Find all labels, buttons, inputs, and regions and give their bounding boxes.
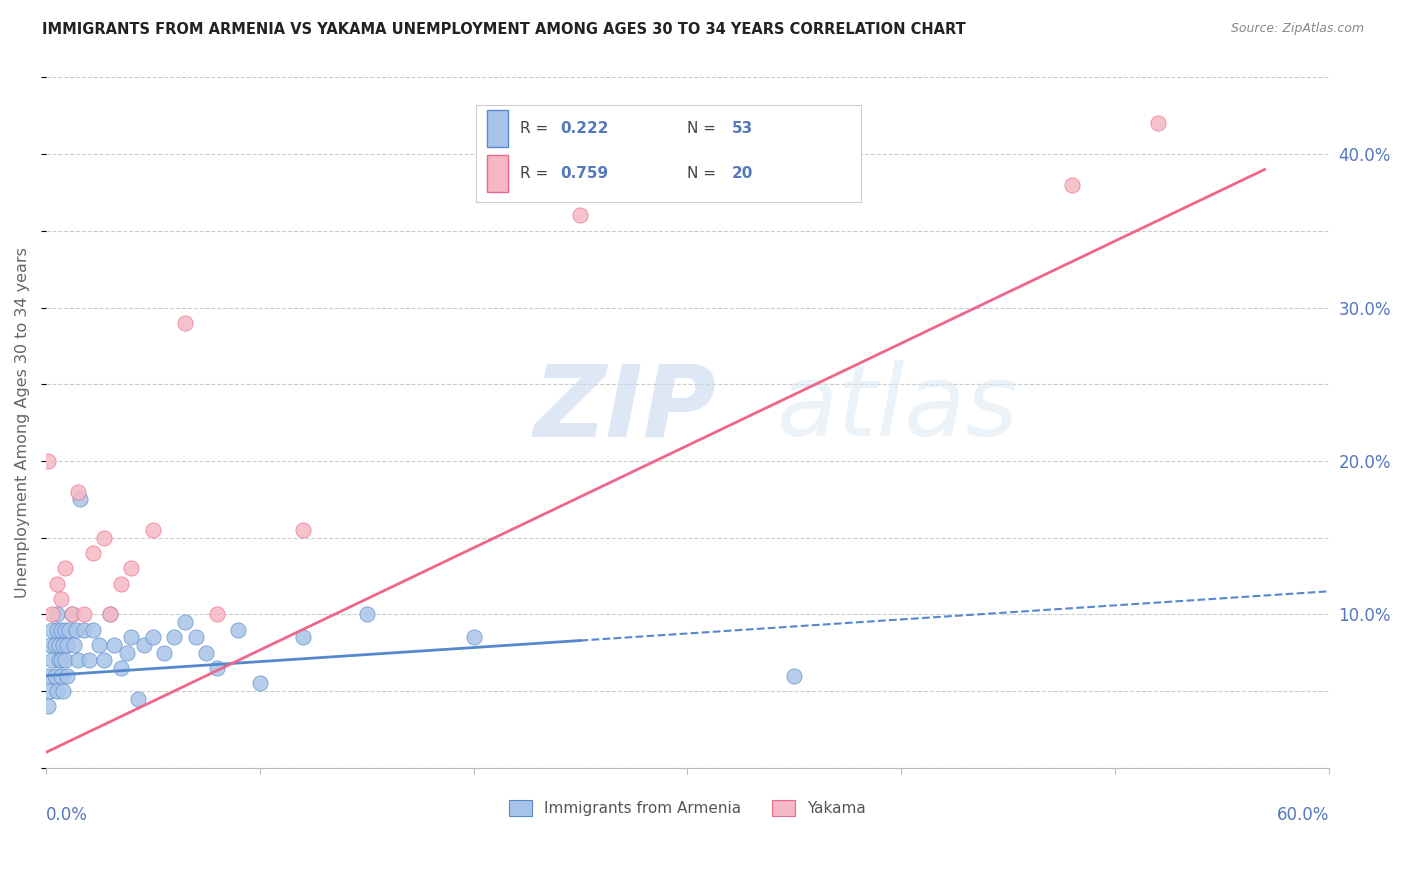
Text: atlas: atlas — [778, 360, 1019, 458]
Point — [93, 531, 115, 545]
Point — [195, 646, 218, 660]
Text: ZIP: ZIP — [533, 360, 717, 458]
Point — [121, 630, 143, 644]
Point — [39, 638, 62, 652]
Legend: Immigrants from Armenia, Yakama: Immigrants from Armenia, Yakama — [503, 794, 872, 822]
Point — [184, 630, 207, 644]
Point — [783, 668, 806, 682]
Point — [56, 638, 79, 652]
Point — [142, 630, 165, 644]
Point — [52, 638, 75, 652]
Point — [1146, 116, 1168, 130]
Point — [49, 623, 72, 637]
Point — [134, 638, 156, 652]
Point — [463, 630, 485, 644]
Point — [53, 623, 76, 637]
Point — [45, 607, 67, 622]
Point — [121, 561, 143, 575]
Point — [89, 638, 111, 652]
Point — [205, 661, 228, 675]
Point — [69, 492, 91, 507]
Point — [39, 684, 62, 698]
Point — [356, 607, 378, 622]
Point — [73, 623, 96, 637]
Point — [110, 576, 132, 591]
Point — [142, 523, 165, 537]
Point — [291, 630, 314, 644]
Point — [41, 653, 63, 667]
Point — [77, 653, 100, 667]
Point — [65, 623, 87, 637]
Point — [152, 646, 174, 660]
Point — [174, 615, 197, 629]
Point — [53, 653, 76, 667]
Point — [53, 561, 76, 575]
Point — [174, 316, 197, 330]
Point — [569, 209, 592, 223]
Point — [93, 653, 115, 667]
Point — [60, 607, 83, 622]
Point — [48, 653, 70, 667]
Point — [37, 699, 59, 714]
Point — [103, 638, 125, 652]
Point — [1062, 178, 1084, 192]
Point — [41, 623, 63, 637]
Point — [48, 638, 70, 652]
Point — [82, 546, 104, 560]
Point — [49, 591, 72, 606]
Point — [127, 691, 149, 706]
Point — [249, 676, 271, 690]
Text: 0.0%: 0.0% — [46, 805, 87, 823]
Point — [58, 623, 80, 637]
Point — [291, 523, 314, 537]
Point — [49, 668, 72, 682]
Point — [110, 661, 132, 675]
Point — [98, 607, 121, 622]
Point — [62, 638, 84, 652]
Point — [49, 653, 72, 667]
Point — [44, 638, 66, 652]
Point — [115, 646, 138, 660]
Point — [67, 484, 90, 499]
Text: 60.0%: 60.0% — [1277, 805, 1329, 823]
Point — [37, 454, 59, 468]
Point — [60, 607, 83, 622]
Point — [67, 653, 90, 667]
Point — [228, 623, 250, 637]
Text: IMMIGRANTS FROM ARMENIA VS YAKAMA UNEMPLOYMENT AMONG AGES 30 TO 34 YEARS CORRELA: IMMIGRANTS FROM ARMENIA VS YAKAMA UNEMPL… — [42, 22, 966, 37]
Point — [45, 684, 67, 698]
Y-axis label: Unemployment Among Ages 30 to 34 years: Unemployment Among Ages 30 to 34 years — [15, 247, 30, 598]
Point — [163, 630, 186, 644]
Point — [45, 623, 67, 637]
Point — [44, 668, 66, 682]
Point — [45, 576, 67, 591]
Point — [82, 623, 104, 637]
Point — [73, 607, 96, 622]
Point — [37, 668, 59, 682]
Point — [98, 607, 121, 622]
Point — [205, 607, 228, 622]
Text: Source: ZipAtlas.com: Source: ZipAtlas.com — [1230, 22, 1364, 36]
Point — [52, 684, 75, 698]
Point — [41, 607, 63, 622]
Point — [56, 668, 79, 682]
